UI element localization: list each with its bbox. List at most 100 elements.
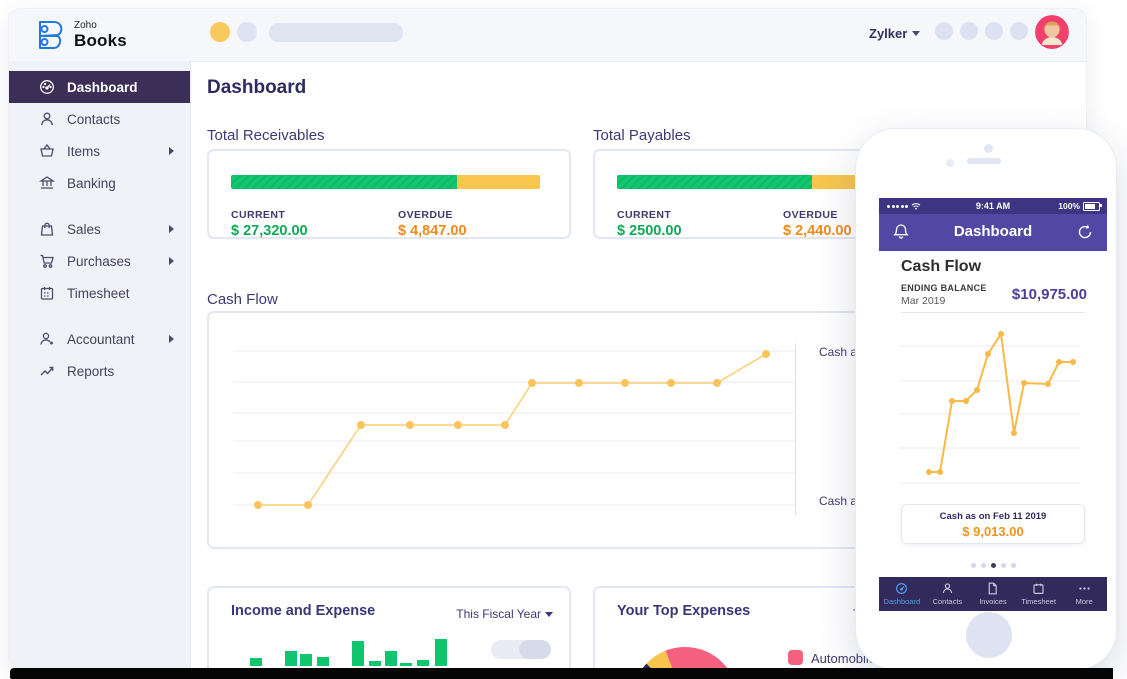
chevron-right-icon [169, 257, 174, 265]
sidebar-item-label: Accountant [67, 331, 135, 347]
tab-label: More [1075, 597, 1093, 606]
pagination-dots[interactable] [879, 563, 1107, 568]
contacts-person-icon [39, 111, 55, 127]
receivables-current-fill [231, 175, 457, 189]
cashflow-card: Cash as on Cash as on [207, 311, 957, 549]
sidebar-item-purchases[interactable]: Purchases [9, 245, 190, 277]
invoice-document-icon [989, 582, 998, 595]
top-expenses-title: Your Top Expenses [617, 603, 751, 619]
battery-percent: 100% [1058, 201, 1080, 211]
sidebar-item-sales[interactable]: Sales [9, 213, 190, 245]
accountant-person-star-icon [39, 331, 55, 347]
zoho-books-logo-icon [39, 21, 63, 49]
chevron-down-icon [912, 31, 921, 36]
bell-icon[interactable] [891, 222, 911, 242]
toggle-knob [519, 640, 551, 659]
tab-timesheet[interactable]: Timesheet [1016, 577, 1062, 611]
topbar-icon-placeholder [935, 22, 953, 40]
chevron-right-icon [169, 225, 174, 233]
sidebar-item-label: Timesheet [67, 285, 130, 301]
phone-cashflow-title: Cash Flow [901, 258, 982, 275]
overdue-label: OVERDUE [783, 209, 838, 221]
cashflow-section-title: Cash Flow [207, 291, 278, 308]
signal-dots-icon [887, 204, 908, 208]
user-avatar[interactable] [1035, 15, 1069, 49]
org-selector[interactable]: Zylker [869, 26, 921, 41]
tab-contacts[interactable]: Contacts [925, 577, 971, 611]
top-bar: Zoho Books Zylker [9, 9, 1086, 62]
calendar-icon [1033, 583, 1044, 594]
tab-label: Invoices [979, 597, 1007, 606]
basket-icon [39, 143, 55, 159]
sidebar-item-label: Contacts [67, 111, 121, 127]
wifi-icon [911, 203, 921, 210]
trend-chart-icon [39, 363, 55, 379]
shopping-cart-icon [39, 253, 55, 269]
avatar-image [1035, 15, 1069, 49]
status-time: 9:41 AM [975, 201, 1011, 211]
payables-current-value: $ 2500.00 [617, 223, 682, 239]
legend-swatch [788, 650, 803, 665]
phone-cashflow-line-chart [899, 331, 1081, 484]
topbar-icon-placeholder [1010, 22, 1028, 40]
toolbar-gray-dot [237, 22, 257, 42]
receivables-overdue-value: $ 4,847.00 [398, 223, 467, 239]
bottom-black-strip [10, 668, 1113, 679]
ending-balance-label: ENDING BALANCE [901, 283, 987, 293]
phone-card-label: Cash as on Feb 11 2019 [939, 511, 1047, 522]
tab-more[interactable]: More [1061, 577, 1107, 611]
cashflow-card-divider [795, 343, 796, 515]
org-name: Zylker [869, 26, 908, 41]
ending-balance-value: $10,975.00 [1011, 286, 1087, 303]
sidebar-item-dashboard[interactable]: Dashboard [9, 71, 190, 103]
chevron-right-icon [169, 147, 174, 155]
logo-text-books: Books [74, 31, 127, 50]
income-expense-card: Income and Expense This Fiscal Year [207, 586, 571, 669]
sidebar-item-label: Items [67, 143, 101, 159]
sidebar-item-contacts[interactable]: Contacts [9, 103, 190, 135]
zoho-books-logo[interactable]: Zoho Books [31, 18, 127, 52]
accrual-cash-toggle[interactable] [491, 640, 551, 659]
income-expense-filter[interactable]: This Fiscal Year [456, 607, 553, 621]
receivables-current-value: $ 27,320.00 [231, 223, 308, 239]
dashboard-gauge-icon [896, 583, 908, 594]
current-label: CURRENT [231, 209, 286, 221]
payables-current-fill [617, 175, 813, 189]
sidebar-item-label: Sales [67, 221, 101, 237]
income-expense-title: Income and Expense [231, 603, 376, 619]
page-title: Dashboard [207, 77, 307, 98]
phone-screen: 9:41 AM 100% Dashboard Cash Flow ENDING … [879, 198, 1107, 611]
refresh-icon[interactable] [1075, 222, 1095, 242]
phone-home-button[interactable] [966, 612, 1012, 658]
receivables-section-title: Total Receivables [207, 127, 325, 144]
topbar-icon-placeholder [985, 22, 1003, 40]
sidebar-item-label: Dashboard [67, 79, 138, 95]
income-expense-bar-chart [250, 639, 447, 666]
calendar-icon [39, 285, 55, 301]
total-receivables-card: CURRENT $ 27,320.00 OVERDUE $ 4,847.00 [207, 149, 571, 239]
tab-invoices[interactable]: Invoices [970, 577, 1016, 611]
filter-label: This Fiscal Year [456, 607, 541, 621]
sidebar-item-reports[interactable]: Reports [9, 355, 190, 387]
phone-speaker-slot [967, 158, 1001, 164]
phone-camera-dot [984, 144, 993, 153]
sidebar-item-timesheet[interactable]: Timesheet [9, 277, 190, 309]
sidebar-item-accountant[interactable]: Accountant [9, 323, 190, 355]
tab-dashboard[interactable]: Dashboard [879, 577, 925, 611]
phone-status-bar: 9:41 AM 100% [879, 198, 1107, 214]
cashflow-line-chart [233, 350, 795, 509]
dashboard-gauge-icon [39, 79, 55, 95]
logo-text-zoho: Zoho [74, 20, 97, 31]
phone-nav-title: Dashboard [953, 223, 1033, 240]
battery-icon [1083, 201, 1102, 211]
chevron-right-icon [169, 335, 174, 343]
phone-mockup: 9:41 AM 100% Dashboard Cash Flow ENDING … [855, 128, 1117, 670]
toolbar-placeholder-pill [269, 23, 403, 42]
sidebar-item-items[interactable]: Items [9, 135, 190, 167]
phone-cash-as-on-card[interactable]: Cash as on Feb 11 2019 $ 9,013.00 [901, 504, 1085, 544]
sidebar-item-banking[interactable]: Banking [9, 167, 190, 199]
sidebar: Dashboard Contacts Items [9, 61, 191, 669]
contacts-person-icon [942, 583, 953, 594]
phone-sensor-dot [946, 159, 954, 167]
tab-label: Contacts [932, 597, 963, 606]
